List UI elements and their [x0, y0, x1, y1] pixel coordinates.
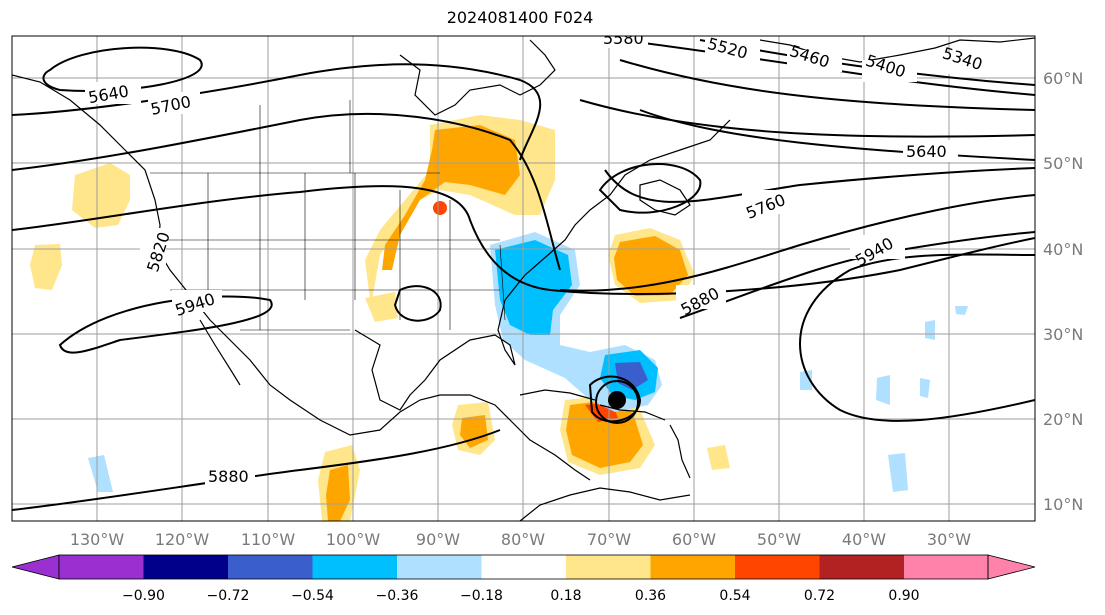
warm-region-6-mid: [460, 415, 488, 448]
warm-region-3: [72, 163, 130, 228]
cold-cell-g: [955, 306, 968, 315]
warm-region-7-mid: [326, 465, 350, 521]
warm-region-4: [30, 244, 62, 290]
lat-label: 40°N: [1043, 240, 1083, 259]
lon-label: 70°W: [587, 530, 631, 549]
warm-cell-e: [707, 445, 730, 470]
lat-label: 50°N: [1043, 154, 1083, 173]
warm-region-5-mid: [566, 400, 643, 468]
cold-cell-b: [876, 375, 890, 405]
colorbar-extend-right: [987, 554, 1036, 580]
colorbar-ticks: −0.90 −0.72 −0.54 −0.36 −0.18 0.18 0.36 …: [122, 588, 920, 604]
lon-label: 60°W: [672, 530, 716, 549]
cold-cell-a: [800, 370, 812, 390]
political-borders: [150, 100, 506, 331]
map-title: 2024081400 F024: [446, 8, 594, 27]
colorbar-tick: −0.72: [207, 588, 250, 604]
lon-label: 100°W: [326, 530, 381, 549]
cold-cell-c: [888, 453, 908, 492]
lon-label: 110°W: [241, 530, 296, 549]
colorbar: [11, 554, 1036, 580]
cold-cell-d: [88, 455, 113, 492]
colorbar-tick: 0.36: [635, 588, 666, 604]
lat-label: 20°N: [1043, 410, 1083, 429]
warm-region-1-core: [433, 201, 447, 215]
coastlines: [12, 37, 1035, 521]
contour-label: 5580: [603, 29, 644, 48]
colorbar-bin: [397, 555, 482, 579]
lat-label: 60°N: [1043, 69, 1083, 88]
colorbar-bin: [228, 555, 313, 579]
lon-label: 30°W: [927, 530, 971, 549]
colorbar-bin: [312, 555, 397, 579]
contour-labels: 5640 5700 5820 5940 5880 5520 5460 5400 …: [85, 29, 995, 487]
lon-label: 80°W: [501, 530, 545, 549]
contour-label: 5880: [208, 467, 249, 486]
warm-region-8: [365, 292, 398, 322]
storm-marker: [595, 380, 639, 424]
lon-label: 120°W: [155, 530, 210, 549]
colorbar-tick: 0.54: [719, 588, 750, 604]
map-frame: [11, 35, 1036, 522]
colorbar-bin: [650, 555, 735, 579]
cold-cell-f: [925, 320, 935, 340]
warm-region-1-mid: [382, 125, 520, 270]
colorbar-bin: [566, 555, 651, 579]
contour-label: 5640: [906, 142, 947, 161]
lat-label: 30°N: [1043, 325, 1083, 344]
lon-label: 40°W: [842, 530, 886, 549]
colorbar-tick: −0.36: [376, 588, 419, 604]
colorbar-tick: −0.54: [291, 588, 334, 604]
latitude-labels: 60°N 50°N 40°N 30°N 20°N 10°N: [1043, 69, 1083, 514]
lon-label: 130°W: [70, 530, 125, 549]
colorbar-extend-left: [11, 554, 60, 580]
colorbar-tick: 0.72: [804, 588, 835, 604]
colorbar-bin: [481, 555, 566, 579]
longitude-labels: 130°W 120°W 110°W 100°W 90°W 80°W 70°W 6…: [70, 530, 971, 549]
colorbar-bin: [904, 555, 988, 579]
colorbar-tick: −0.18: [460, 588, 503, 604]
colorbar-tick: 0.90: [888, 588, 919, 604]
colorbar-bin: [143, 555, 228, 579]
lon-label: 50°W: [757, 530, 801, 549]
cold-region-2-core: [615, 362, 648, 390]
cold-cell-h: [920, 378, 930, 398]
colorbar-tick: 0.18: [550, 588, 581, 604]
lon-label: 90°W: [416, 530, 460, 549]
colorbar-bin: [735, 555, 820, 579]
lat-label: 10°N: [1043, 495, 1083, 514]
colorbar-bin: [59, 555, 144, 579]
colorbar-bin: [819, 555, 904, 579]
colorbar-tick: −0.90: [122, 588, 165, 604]
